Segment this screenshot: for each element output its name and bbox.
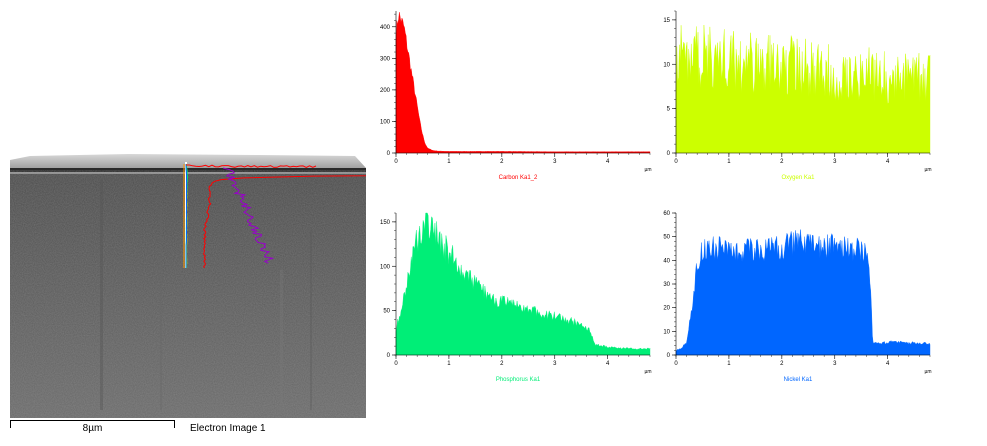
nickel-axes [672, 212, 931, 359]
phosphorus-x-tick-label: 2 [500, 361, 504, 367]
nickel-y-tick-label: 0 [667, 353, 671, 359]
nickel-series-area [675, 229, 931, 356]
nickel-x-tick-label: 1 [727, 361, 731, 367]
oxygen-unit-label: µm [924, 167, 931, 173]
oxygen-x-tick-label: 2 [780, 159, 784, 165]
carbon-x-tick-label: 2 [500, 159, 504, 165]
nickel-x-tick-label: 0 [674, 361, 678, 367]
surface-linescan [186, 164, 317, 168]
nickel-x-tick-label: 2 [780, 361, 784, 367]
nickel-y-tick-label: 50 [663, 235, 670, 241]
nickel-y-tick-label: 30 [663, 282, 670, 288]
phosphorus-y-tick-label: 100 [380, 264, 391, 270]
nickel-series-label: Nickel Ka1 [784, 377, 813, 383]
oxygen-chart-svg: 0 1 2 3 4 0 5 10 15 µm Oxygen Ka1 [663, 10, 932, 181]
linescan-overlay [183, 163, 366, 269]
carbon-x-tick-label: 3 [553, 159, 557, 165]
image-caption: Electron Image 1 [190, 423, 266, 434]
phosphorus-y-tick-label: 50 [383, 309, 390, 315]
nickel-linescan [185, 164, 188, 268]
carbon-series-label: Carbon Ka1_2 [499, 175, 538, 181]
carbon-chart: 0 1 2 3 4 0 100 200 300 400 µm Carbon Ka1_2 [370, 6, 670, 184]
carbon-axes [392, 11, 651, 157]
carbon-y-tick-label: 400 [380, 25, 391, 31]
carbon-chart-svg: 0 1 2 3 4 0 100 200 300 400 µm Carbon Ka1_2 [380, 11, 652, 181]
nickel-y-tick-label: 40 [663, 258, 670, 264]
carbon-x-tick-label: 0 [394, 159, 398, 165]
carbon-y-tick-label: 300 [380, 56, 391, 62]
nickel-x-tick-label: 4 [886, 361, 890, 367]
oxygen-y-tick-label: 0 [667, 151, 671, 157]
phosphorus-x-tick-label: 1 [447, 361, 451, 367]
phosphorus-series-area [395, 212, 651, 356]
carbon-x-tick-label: 1 [447, 159, 451, 165]
electron-image [10, 150, 366, 418]
oxygen-series-label: Oxygen Ka1 [781, 175, 815, 181]
phosphorus-axes [392, 212, 651, 359]
carbon-unit-label: µm [644, 167, 651, 173]
carbon-linescan [202, 175, 366, 269]
phosphorus-chart: 0 1 2 3 4 0 50 100 150 µm Phosphorus Ka1 [370, 208, 670, 386]
nickel-unit-label: µm [924, 369, 931, 375]
oxygen-chart: 0 1 2 3 4 0 5 10 15 µm Oxygen Ka1 [650, 6, 950, 184]
scale-bar [10, 420, 175, 428]
phosphorus-x-tick-label: 0 [394, 361, 398, 367]
phosphorus-y-tick-label: 0 [387, 353, 391, 359]
carbon-series-area [395, 12, 651, 154]
carbon-y-tick-label: 200 [380, 88, 391, 94]
electron-image-svg [10, 150, 366, 418]
oxygen-axes [672, 10, 931, 157]
phosphorus-x-tick-label: 4 [606, 361, 610, 367]
extra-linescan [222, 167, 275, 264]
oxygen-y-tick-label: 10 [663, 62, 670, 68]
oxygen-x-tick-label: 4 [886, 159, 890, 165]
oxygen-x-tick-label: 3 [833, 159, 837, 165]
scale-bar-label: 8µm [82, 423, 103, 434]
nickel-x-tick-label: 3 [833, 361, 837, 367]
nickel-y-tick-label: 10 [663, 329, 670, 335]
oxygen-y-tick-label: 5 [667, 107, 671, 113]
phosphorus-chart-svg: 0 1 2 3 4 0 50 100 150 µm Phosphorus Ka1 [380, 212, 652, 383]
nickel-y-tick-label: 60 [663, 211, 670, 217]
oxygen-y-tick-label: 15 [663, 18, 670, 24]
phosphorus-y-tick-label: 150 [380, 220, 391, 226]
oxygen-x-tick-label: 1 [727, 159, 731, 165]
carbon-y-tick-label: 0 [387, 151, 391, 157]
phosphorus-unit-label: µm [644, 369, 651, 375]
phosphorus-x-tick-label: 3 [553, 361, 557, 367]
carbon-x-tick-label: 4 [606, 159, 610, 165]
nickel-y-tick-label: 20 [663, 306, 670, 312]
phosphorus-series-label: Phosphorus Ka1 [496, 377, 541, 383]
carbon-y-tick-label: 100 [380, 119, 391, 125]
nickel-chart: 0 1 2 3 4 0 10 20 30 40 50 60 µm Nickel Ka1 [650, 208, 950, 386]
oxygen-x-tick-label: 0 [674, 159, 678, 165]
oxygen-series-area [675, 24, 931, 154]
